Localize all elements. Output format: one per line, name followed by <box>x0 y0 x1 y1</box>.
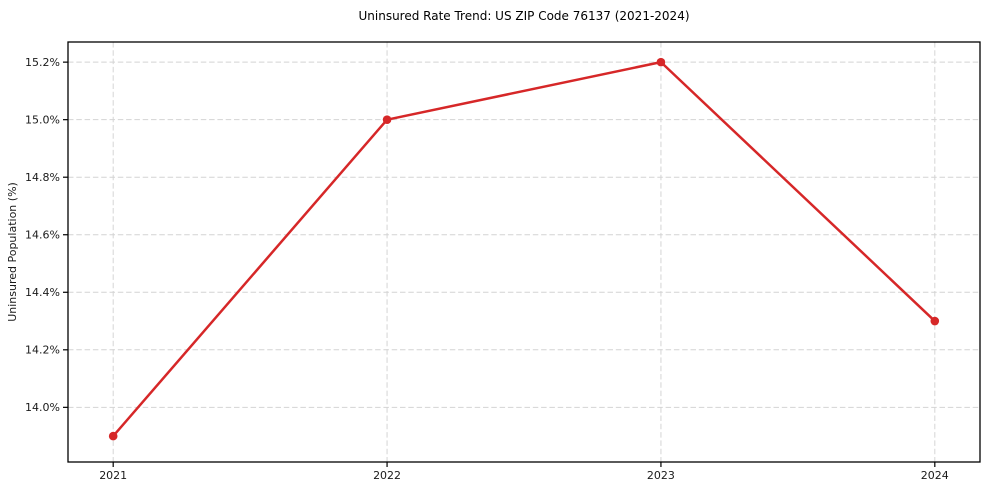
gridlines <box>68 42 980 462</box>
data-point <box>656 57 666 67</box>
y-tick-labels: 14.0% 14.2% 14.4% 14.6% 14.8% 15.0% 15.2% <box>25 56 60 414</box>
y-tick-label: 14.8% <box>25 171 60 184</box>
chart-title: Uninsured Rate Trend: US ZIP Code 76137 … <box>358 9 690 23</box>
y-tick-label: 14.4% <box>25 286 60 299</box>
y-tick-label: 15.2% <box>25 56 60 69</box>
data-point <box>108 431 118 441</box>
y-axis-label: Uninsured Population (%) <box>6 182 19 322</box>
y-tick-label: 14.2% <box>25 344 60 357</box>
x-tick-label: 2021 <box>99 469 127 482</box>
x-tick-labels: 2021 2022 2023 2024 <box>99 469 949 482</box>
tick-marks <box>63 61 936 467</box>
axes-border <box>67 41 981 463</box>
y-tick-label: 15.0% <box>25 113 60 126</box>
y-tick-label: 14.0% <box>25 401 60 414</box>
data-series <box>108 57 940 441</box>
x-tick-label: 2023 <box>647 469 675 482</box>
data-point <box>382 115 392 124</box>
y-tick-label: 14.6% <box>25 229 60 242</box>
trend-line <box>111 60 937 438</box>
axes-box <box>67 41 981 463</box>
x-tick-label: 2024 <box>921 469 949 482</box>
x-tick-label: 2022 <box>373 469 401 482</box>
data-point <box>930 316 940 326</box>
